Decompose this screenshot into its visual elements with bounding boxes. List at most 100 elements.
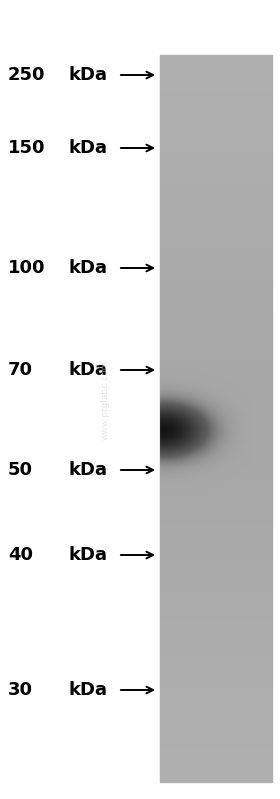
Bar: [160, 409, 272, 411]
Bar: [160, 440, 272, 443]
Bar: [160, 142, 272, 145]
Bar: [160, 384, 272, 387]
Bar: [160, 396, 272, 400]
Bar: [160, 169, 272, 171]
Bar: [160, 241, 272, 244]
Bar: [160, 72, 272, 74]
Bar: [160, 527, 272, 530]
Bar: [160, 321, 272, 324]
Bar: [160, 656, 272, 658]
Bar: [160, 695, 272, 698]
Bar: [160, 201, 272, 203]
Bar: [160, 620, 272, 622]
Text: www.ptglabc.com: www.ptglabc.com: [101, 360, 109, 440]
Bar: [160, 724, 272, 726]
Bar: [160, 605, 272, 607]
Bar: [160, 196, 272, 198]
Bar: [160, 55, 272, 58]
Bar: [160, 300, 272, 302]
Bar: [160, 757, 272, 760]
Bar: [160, 67, 272, 70]
Bar: [160, 295, 272, 297]
Bar: [160, 598, 272, 600]
Bar: [160, 482, 272, 484]
Bar: [160, 351, 272, 353]
Bar: [160, 334, 272, 336]
Bar: [160, 227, 272, 229]
Bar: [160, 239, 272, 241]
Bar: [160, 678, 272, 680]
Bar: [160, 564, 272, 566]
Bar: [160, 475, 272, 477]
Bar: [160, 646, 272, 649]
Bar: [160, 634, 272, 637]
Bar: [160, 368, 272, 370]
Bar: [160, 297, 272, 300]
Bar: [160, 557, 272, 559]
Bar: [160, 375, 272, 377]
Bar: [160, 346, 272, 348]
Bar: [160, 116, 272, 118]
Bar: [160, 392, 272, 394]
Bar: [160, 726, 272, 729]
Bar: [160, 530, 272, 532]
Bar: [160, 336, 272, 339]
Bar: [160, 184, 272, 186]
Bar: [160, 649, 272, 651]
Bar: [160, 137, 272, 140]
Bar: [160, 259, 272, 261]
Bar: [160, 595, 272, 598]
Bar: [160, 302, 272, 304]
Bar: [160, 447, 272, 450]
Bar: [160, 710, 272, 712]
Bar: [160, 503, 272, 506]
Bar: [160, 234, 272, 237]
Bar: [160, 745, 272, 748]
Bar: [160, 179, 272, 181]
Bar: [160, 360, 272, 363]
Bar: [160, 457, 272, 459]
Bar: [160, 125, 272, 128]
Bar: [160, 583, 272, 586]
Bar: [160, 217, 272, 220]
Text: 30: 30: [8, 681, 33, 699]
Bar: [160, 171, 272, 173]
Bar: [160, 508, 272, 511]
Bar: [160, 329, 272, 332]
Bar: [160, 213, 272, 215]
Text: 70: 70: [8, 361, 33, 379]
Bar: [160, 666, 272, 668]
Bar: [160, 698, 272, 700]
Bar: [160, 353, 272, 356]
Bar: [160, 210, 272, 213]
Bar: [160, 273, 272, 276]
Bar: [160, 738, 272, 741]
Bar: [160, 578, 272, 581]
Bar: [160, 455, 272, 457]
Bar: [160, 157, 272, 159]
Bar: [160, 244, 272, 246]
Bar: [160, 535, 272, 537]
Bar: [160, 237, 272, 239]
Bar: [160, 266, 272, 268]
Bar: [160, 426, 272, 428]
Bar: [160, 773, 272, 775]
Bar: [160, 499, 272, 501]
Bar: [160, 268, 272, 271]
Bar: [160, 537, 272, 539]
Bar: [160, 339, 272, 341]
Bar: [160, 252, 272, 254]
Bar: [160, 414, 272, 416]
Bar: [160, 513, 272, 515]
Bar: [160, 416, 272, 419]
Bar: [160, 81, 272, 84]
Bar: [160, 324, 272, 327]
Bar: [160, 574, 272, 576]
Bar: [160, 445, 272, 447]
Bar: [160, 312, 272, 314]
Bar: [160, 106, 272, 109]
Bar: [160, 670, 272, 673]
Bar: [160, 400, 272, 402]
Bar: [160, 109, 272, 111]
Bar: [160, 423, 272, 426]
